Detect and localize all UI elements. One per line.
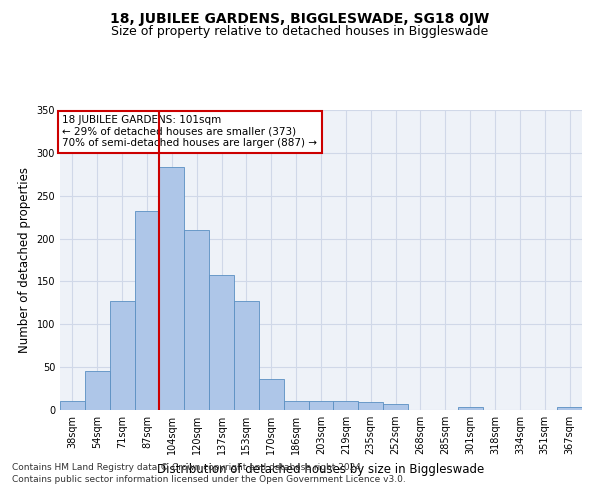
Bar [209, 274, 234, 410]
Bar [308, 400, 334, 410]
Bar [259, 379, 284, 410]
Bar [334, 400, 358, 410]
Bar [458, 408, 482, 410]
Bar [234, 301, 259, 410]
Bar [184, 230, 209, 410]
Bar [160, 168, 184, 410]
Y-axis label: Number of detached properties: Number of detached properties [18, 167, 31, 353]
Bar [383, 404, 408, 410]
Bar [358, 402, 383, 410]
Bar [134, 211, 160, 410]
Text: 18, JUBILEE GARDENS, BIGGLESWADE, SG18 0JW: 18, JUBILEE GARDENS, BIGGLESWADE, SG18 0… [110, 12, 490, 26]
Bar [284, 400, 308, 410]
X-axis label: Distribution of detached houses by size in Biggleswade: Distribution of detached houses by size … [157, 462, 485, 475]
Text: Size of property relative to detached houses in Biggleswade: Size of property relative to detached ho… [112, 25, 488, 38]
Bar [557, 408, 582, 410]
Text: Contains public sector information licensed under the Open Government Licence v3: Contains public sector information licen… [12, 475, 406, 484]
Bar [85, 370, 110, 410]
Bar [60, 402, 85, 410]
Text: 18 JUBILEE GARDENS: 101sqm
← 29% of detached houses are smaller (373)
70% of sem: 18 JUBILEE GARDENS: 101sqm ← 29% of deta… [62, 115, 317, 148]
Text: Contains HM Land Registry data © Crown copyright and database right 2024.: Contains HM Land Registry data © Crown c… [12, 464, 364, 472]
Bar [110, 301, 134, 410]
